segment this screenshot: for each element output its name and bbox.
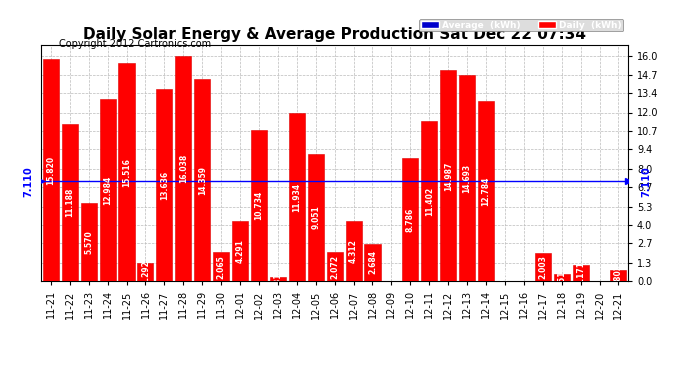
Text: 1.171: 1.171 [576, 261, 585, 285]
Bar [157, 90, 172, 281]
Text: 16.038: 16.038 [179, 154, 188, 183]
Text: 11.934: 11.934 [293, 183, 302, 212]
Bar [553, 274, 570, 281]
Text: 7.110: 7.110 [23, 166, 33, 196]
Bar [346, 220, 362, 281]
Bar [440, 70, 456, 281]
Text: 14.693: 14.693 [462, 164, 471, 192]
Text: 13.636: 13.636 [160, 171, 169, 200]
Bar [119, 63, 135, 281]
Bar [81, 203, 97, 281]
Bar [61, 124, 78, 281]
Text: 14.987: 14.987 [444, 161, 453, 190]
Bar [270, 277, 286, 281]
Text: 2.065: 2.065 [217, 255, 226, 279]
Bar [43, 59, 59, 281]
Text: 2.684: 2.684 [368, 251, 377, 274]
Text: 2.003: 2.003 [538, 255, 547, 279]
Bar [194, 80, 210, 281]
Text: 0.310: 0.310 [273, 267, 282, 291]
Bar [402, 158, 418, 281]
Text: 10.734: 10.734 [255, 191, 264, 220]
Text: 9.051: 9.051 [311, 206, 320, 230]
Bar [364, 243, 380, 281]
Bar [213, 252, 229, 281]
Bar [421, 121, 437, 281]
Bar [326, 252, 343, 281]
Text: 8.786: 8.786 [406, 207, 415, 232]
Text: Copyright 2012 Cartronics.com: Copyright 2012 Cartronics.com [59, 39, 210, 50]
Bar [289, 113, 305, 281]
Text: 0.802: 0.802 [614, 264, 623, 288]
Text: 15.820: 15.820 [46, 156, 55, 184]
Title: Daily Solar Energy & Average Production Sat Dec 22 07:34: Daily Solar Energy & Average Production … [83, 27, 586, 42]
Bar [99, 99, 116, 281]
Text: 1.292: 1.292 [141, 260, 150, 284]
Text: 0.053: 0.053 [500, 269, 509, 293]
Bar [459, 75, 475, 281]
Text: 11.402: 11.402 [425, 186, 434, 216]
Bar [497, 280, 513, 281]
Bar [308, 154, 324, 281]
Bar [232, 221, 248, 281]
Bar [478, 102, 494, 281]
Bar [251, 130, 267, 281]
Bar [573, 265, 589, 281]
Bar [611, 270, 627, 281]
Bar [175, 56, 191, 281]
Text: 12.984: 12.984 [103, 176, 112, 205]
Text: 4.312: 4.312 [349, 239, 358, 263]
Text: 0.515: 0.515 [558, 266, 566, 290]
Text: 2.072: 2.072 [330, 255, 339, 279]
Bar [535, 253, 551, 281]
Text: 7.110: 7.110 [642, 166, 652, 196]
Text: 4.291: 4.291 [235, 239, 244, 263]
Text: 14.359: 14.359 [198, 166, 207, 195]
Text: 11.188: 11.188 [66, 188, 75, 217]
Text: 12.784: 12.784 [482, 177, 491, 206]
Text: 5.570: 5.570 [84, 230, 93, 254]
Bar [137, 263, 153, 281]
Text: 15.516: 15.516 [122, 158, 131, 187]
Legend: Average  (kWh), Daily  (kWh): Average (kWh), Daily (kWh) [419, 19, 623, 32]
